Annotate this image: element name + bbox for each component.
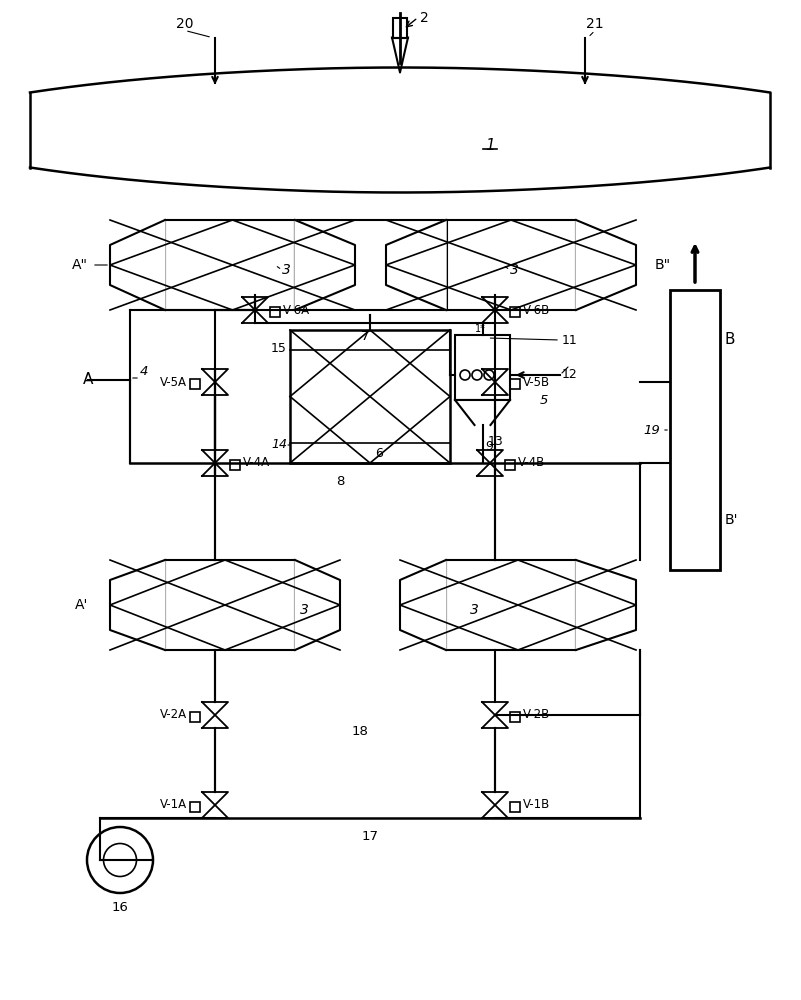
Polygon shape (295, 560, 340, 650)
Text: A": A" (72, 258, 88, 272)
Text: V-4A: V-4A (243, 456, 270, 470)
Text: 1: 1 (485, 137, 495, 152)
Text: 13: 13 (488, 435, 503, 448)
Polygon shape (576, 220, 636, 310)
Text: 20: 20 (176, 16, 194, 30)
Text: V-5A: V-5A (160, 375, 187, 388)
Text: V-1B: V-1B (523, 798, 550, 812)
Bar (510, 307, 520, 317)
Text: 16: 16 (111, 901, 128, 914)
Text: 21: 21 (586, 16, 604, 30)
Bar (446, 560, 576, 650)
Polygon shape (386, 220, 446, 310)
Text: 1*: 1* (475, 324, 486, 334)
Bar (190, 379, 200, 389)
Text: 3: 3 (300, 603, 309, 617)
Bar (290, 330, 450, 463)
Polygon shape (576, 560, 636, 650)
Text: 9: 9 (485, 440, 493, 454)
Text: V-4B: V-4B (518, 456, 545, 470)
Text: A': A' (74, 598, 88, 612)
Bar (295, 220, 447, 310)
Polygon shape (455, 400, 510, 425)
Text: A: A (83, 372, 93, 387)
Text: 17: 17 (361, 830, 379, 843)
Text: V-6A: V-6A (283, 304, 310, 316)
Text: 3: 3 (510, 263, 519, 277)
Text: V-5B: V-5B (523, 375, 550, 388)
Text: 3: 3 (282, 263, 291, 277)
Text: V-1A: V-1A (160, 798, 187, 812)
Text: 8: 8 (336, 475, 344, 488)
Text: 5: 5 (540, 393, 549, 406)
Bar (446, 220, 576, 310)
Text: B': B' (725, 513, 739, 527)
Polygon shape (295, 220, 355, 310)
Bar (455, 335, 510, 400)
Text: 7: 7 (360, 330, 369, 343)
Text: V-2B: V-2B (523, 708, 550, 722)
Text: V-2A: V-2A (160, 708, 187, 722)
Polygon shape (110, 220, 165, 310)
Bar (190, 802, 200, 812)
Text: V-6B: V-6B (523, 304, 550, 316)
Text: B: B (725, 332, 735, 348)
Bar (270, 307, 280, 317)
Bar (165, 560, 295, 650)
Bar (230, 460, 240, 470)
Polygon shape (400, 560, 446, 650)
Bar (190, 712, 200, 722)
Text: 3: 3 (470, 603, 479, 617)
Polygon shape (110, 560, 165, 650)
Text: 15: 15 (271, 342, 287, 355)
Text: 2: 2 (420, 10, 429, 24)
Bar (165, 220, 295, 310)
Text: 12: 12 (562, 368, 578, 381)
Bar (393, 17, 407, 37)
Bar (510, 802, 520, 812)
Bar (510, 379, 520, 389)
Bar (505, 460, 515, 470)
Text: 19: 19 (643, 424, 660, 436)
Text: B": B" (655, 258, 671, 272)
Text: 14: 14 (271, 438, 287, 452)
Text: 4: 4 (140, 365, 148, 378)
Text: 18: 18 (352, 725, 368, 738)
Bar (510, 712, 520, 722)
Text: 11: 11 (562, 334, 578, 347)
Bar (670, 290, 720, 570)
Text: 6: 6 (375, 447, 383, 460)
